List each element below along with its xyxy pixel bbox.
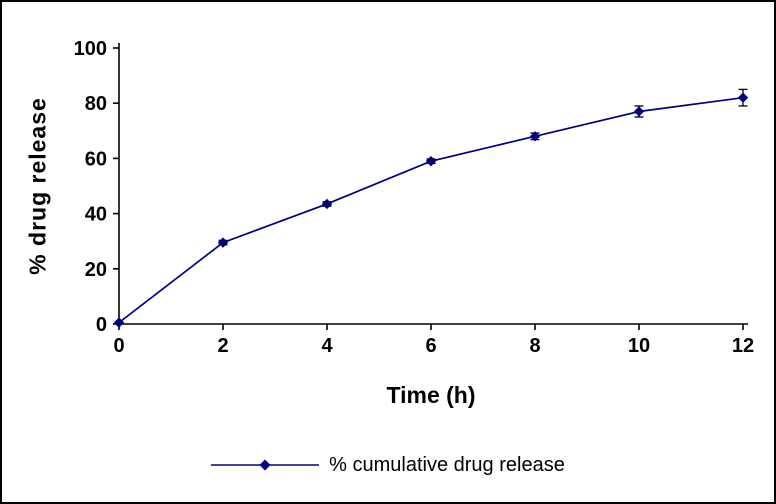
y-tick-label: 100 xyxy=(74,38,107,60)
y-tick-label: 0 xyxy=(96,314,107,336)
y-tick-label: 20 xyxy=(85,259,107,281)
legend: % cumulative drug release xyxy=(2,452,774,478)
data-line xyxy=(118,96,744,324)
y-tick-label: 80 xyxy=(85,93,107,115)
data-point-marker xyxy=(633,106,645,117)
data-point-marker xyxy=(113,317,125,328)
x-axis-title: Time (h) xyxy=(386,382,476,408)
data-point-marker xyxy=(529,131,541,142)
x-tick-label: 6 xyxy=(425,335,436,357)
x-tick-label: 10 xyxy=(628,335,650,357)
y-axis-title: % drug release xyxy=(24,97,51,275)
y-tick-label: 60 xyxy=(85,148,107,170)
legend-line-marker-icon xyxy=(211,459,320,471)
legend-series-label: % cumulative drug release xyxy=(329,453,565,476)
data-point-marker xyxy=(321,198,333,210)
data-point-marker xyxy=(217,237,229,248)
x-tick-label: 0 xyxy=(113,335,124,357)
x-tick-label: 4 xyxy=(321,335,333,357)
x-tick-label: 12 xyxy=(732,335,754,357)
data-point-marker xyxy=(737,92,749,103)
data-point-marker xyxy=(425,155,437,167)
x-tick-label: 8 xyxy=(529,335,540,357)
x-tick-label: 2 xyxy=(217,335,228,357)
y-tick-label: 40 xyxy=(85,204,107,226)
